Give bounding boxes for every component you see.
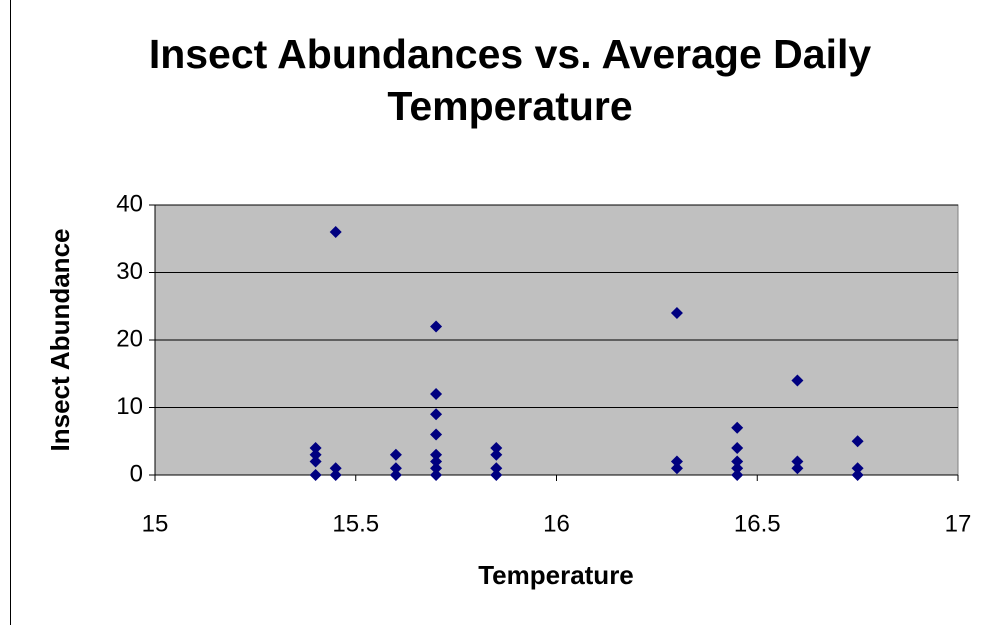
marker [430,388,443,400]
marker [490,448,503,461]
y-tick-label: 0 [130,460,143,487]
marker [670,462,683,475]
y-tick-label: 20 [116,325,143,352]
marker [851,469,864,481]
y-tick-label: 30 [116,258,143,285]
marker [430,448,443,461]
marker [430,455,443,468]
marker [791,455,804,468]
marker [309,469,322,481]
x-tick-label: 17 [945,510,972,537]
marker [430,408,443,421]
marker [490,442,503,454]
marker [731,442,744,454]
chart-title: Insect Abundances vs. Average Daily Temp… [148,31,872,129]
marker [731,462,744,475]
marker [389,462,402,475]
marker [851,462,864,475]
marker [851,435,864,448]
x-tick-label: 15.5 [332,510,379,537]
marker [670,307,683,319]
marker [329,226,342,238]
marker [731,469,744,481]
marker [309,448,322,461]
marker [791,374,804,387]
marker [430,469,443,481]
marker [731,421,744,434]
y-tick-label: 10 [116,393,143,420]
x-axis-label: Temperature [478,560,634,590]
marker [329,462,342,475]
marker [490,462,503,475]
marker [731,455,744,468]
marker [430,428,443,441]
y-tick-label: 40 [116,190,143,217]
marker [670,455,683,468]
chart-border [10,0,11,625]
y-axis-label: Insect Abundance [45,229,75,452]
marker [490,469,503,481]
marker [309,442,322,454]
marker [430,462,443,475]
marker [309,455,322,468]
marker [329,469,342,481]
x-tick-label: 15 [142,510,169,537]
x-tick-label: 16 [543,510,570,537]
marker [430,320,443,333]
marker [389,448,402,461]
marker [389,469,402,481]
marker [791,462,804,475]
x-tick-label: 16.5 [734,510,781,537]
